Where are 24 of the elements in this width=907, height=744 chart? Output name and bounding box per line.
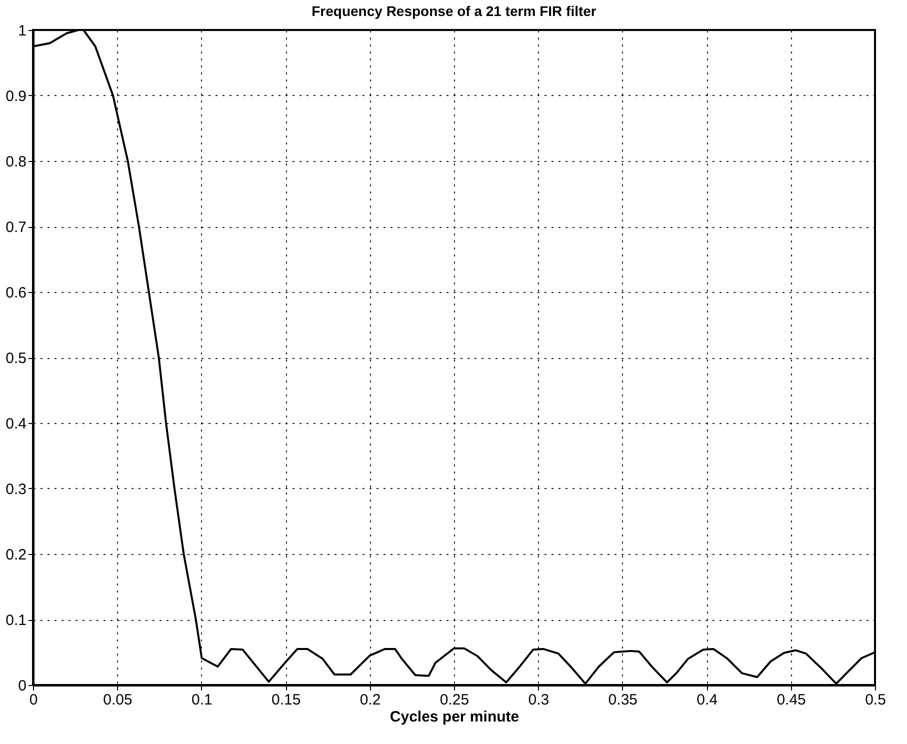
y-tick-label: 0.2 [6,546,26,564]
x-tick-label: 0.35 [608,692,638,708]
x-tick-label: 0.25 [440,692,470,708]
y-tick-label: 0.9 [6,88,26,105]
x-axis-title: Cycles per minute [390,708,520,726]
x-tick-label: 0 [29,692,38,708]
y-tick-label: 0.7 [6,219,26,236]
y-tick-label: 0.5 [6,350,26,367]
y-tick-label: 1 [18,22,26,40]
x-tick-label: 0.15 [272,692,301,708]
chart-title: Frequency Response of a 21 term FIR filter [312,3,597,19]
x-tick-label: 0.45 [776,692,806,708]
y-tick-label: 0.6 [6,284,26,302]
y-tick-label: 0.4 [6,416,26,432]
y-tick-label: 0 [18,678,26,694]
x-tick-label: 0.2 [360,692,381,708]
x-tick-label: 0.05 [103,692,132,708]
x-tick-label: 0.4 [696,692,718,708]
x-tick-label: 0.5 [865,692,886,708]
y-tick-label: 0.8 [6,154,26,170]
x-tick-label: 0.3 [528,692,550,708]
x-tick-label: 0.1 [191,692,212,708]
y-tick-label: 0.1 [6,612,26,629]
y-tick-label: 0.3 [6,481,26,498]
